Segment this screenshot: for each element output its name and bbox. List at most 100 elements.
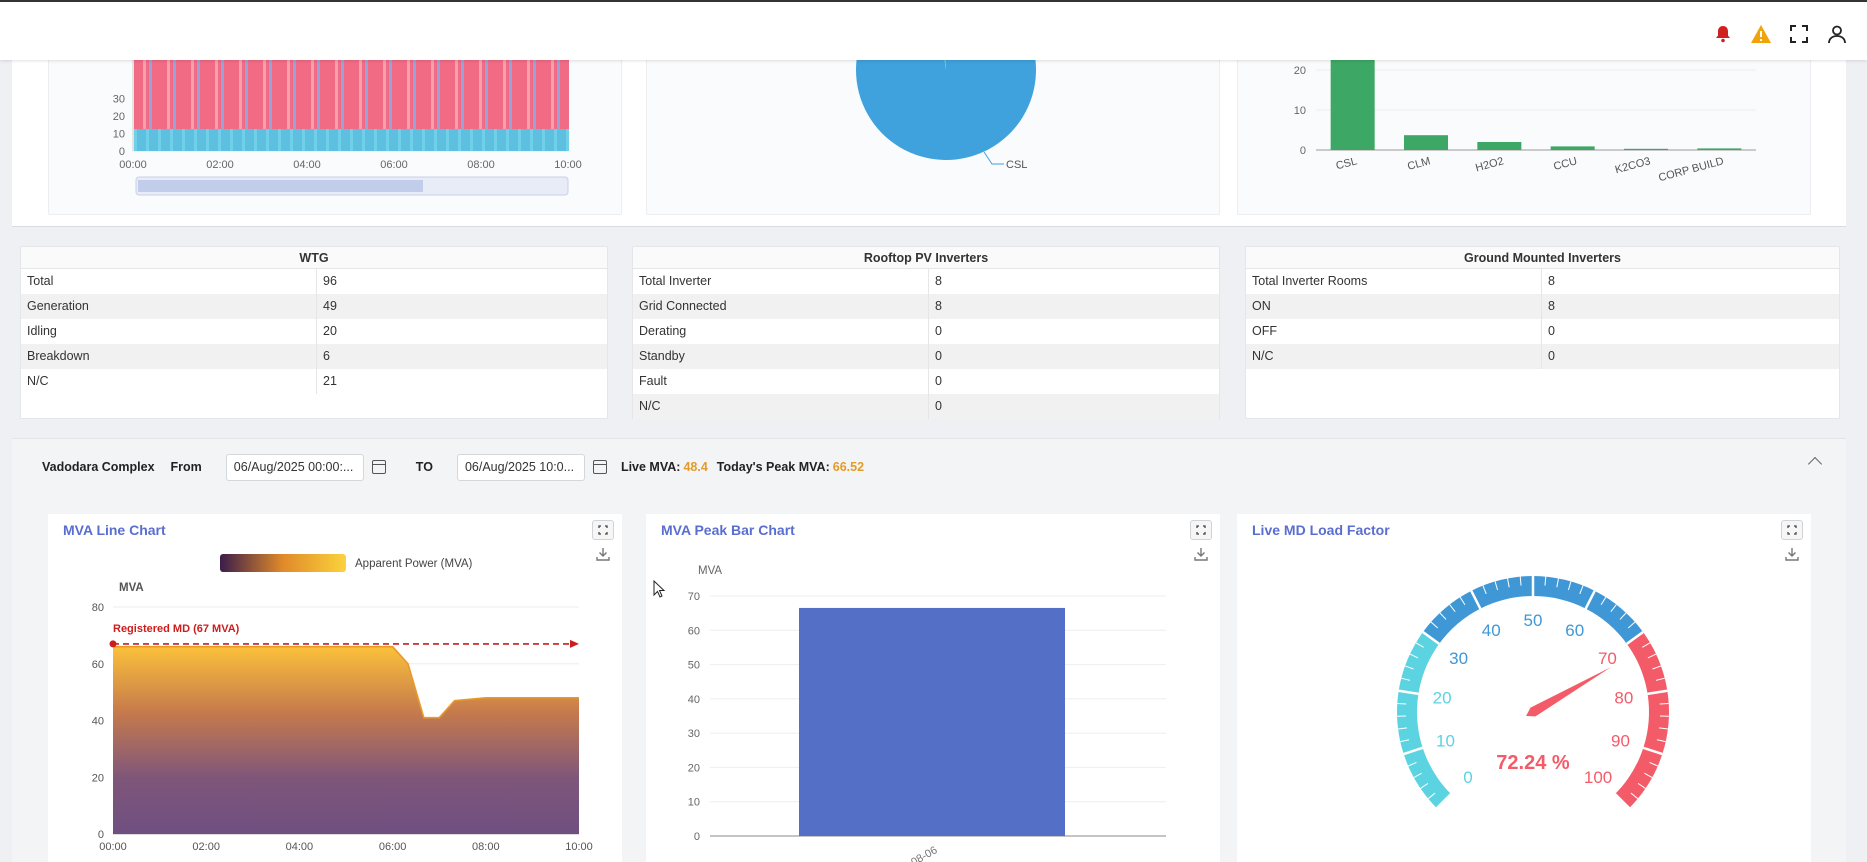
expand-icon[interactable] — [1190, 520, 1212, 540]
data-stripe — [353, 129, 356, 151]
row-label: Total — [21, 269, 317, 294]
row-label: Derating — [633, 319, 929, 344]
x-tick-label: 08:00 — [467, 159, 495, 171]
expand-icon[interactable] — [592, 520, 614, 540]
data-stripe — [392, 129, 395, 151]
gauge-tick-label: 70 — [1598, 649, 1617, 668]
calendar-icon[interactable] — [592, 460, 607, 474]
user-icon[interactable] — [1825, 22, 1849, 46]
data-stripe — [203, 129, 206, 151]
x-tick-label: 06:00 — [379, 841, 407, 853]
panel-title: Live MD Load Factor — [1252, 522, 1390, 538]
data-stripe — [308, 51, 311, 129]
warning-icon[interactable] — [1749, 22, 1773, 46]
data-stripe — [155, 129, 158, 151]
download-icon[interactable] — [1784, 546, 1800, 562]
gauge-tick — [1519, 576, 1522, 586]
row-label: Breakdown — [21, 344, 317, 369]
y-tick-label: 0 — [119, 146, 125, 158]
registered-md-point — [109, 640, 117, 648]
gauge-tick — [1644, 772, 1653, 778]
data-stripe — [158, 129, 161, 151]
data-stripe — [326, 129, 329, 151]
data-stripe — [239, 129, 242, 151]
data-stripe — [524, 129, 527, 151]
y-tick-label: 60 — [688, 625, 700, 637]
data-stripe — [458, 129, 461, 151]
data-stripe — [302, 129, 305, 151]
data-stripe — [338, 51, 341, 129]
data-stripe — [515, 129, 518, 151]
row-value: 0 — [935, 324, 942, 338]
mva-peak-bar-chart: MVA 0 10 20 30 40 50 60 70 25-08-06 — [688, 565, 1166, 862]
data-stripe — [353, 51, 356, 129]
gauge-tick — [1647, 689, 1668, 696]
data-stripe — [134, 51, 137, 129]
data-stripe — [314, 129, 317, 151]
data-stripe — [239, 51, 242, 129]
live-mva-value: 48.4 — [683, 460, 708, 474]
gauge-tick-label: 50 — [1524, 611, 1543, 630]
y-tick-label: 40 — [92, 716, 104, 728]
download-icon[interactable] — [595, 546, 611, 562]
gauge-tick — [1494, 581, 1499, 591]
top-bar-icons — [1711, 22, 1849, 46]
data-stripe — [455, 51, 458, 129]
data-stripe — [212, 51, 215, 129]
data-stripe — [191, 51, 194, 129]
data-stripe — [404, 51, 407, 129]
expand-icon[interactable] — [1781, 520, 1803, 540]
gauge-tick — [1482, 585, 1487, 595]
data-stripe — [401, 129, 404, 151]
table-row: Fault 0 — [633, 369, 1219, 394]
data-stripe — [308, 129, 311, 151]
load-factor-gauge: 0 10 20 30 40 50 60 70 80 90 100 72.24 % — [1397, 576, 1669, 810]
data-stripe — [485, 51, 488, 129]
data-stripe — [407, 129, 410, 151]
y-tick-label: 10 — [1294, 105, 1306, 117]
data-stripe — [416, 51, 419, 129]
table-row: Idling 20 — [21, 319, 607, 344]
x-tick-label: 02:00 — [206, 159, 234, 171]
from-date-input[interactable]: 06/Aug/2025 00:00:... — [225, 453, 364, 481]
data-stripe — [143, 129, 146, 151]
table-row: OFF 0 — [1246, 319, 1839, 344]
data-stripe — [377, 51, 380, 129]
data-stripe — [194, 51, 197, 129]
table-row: ON 8 — [1246, 294, 1839, 319]
data-stripe — [530, 129, 533, 151]
peak-mva-label: Today's Peak MVA: — [716, 460, 830, 474]
data-stripe — [527, 51, 530, 129]
data-stripe — [506, 51, 509, 129]
collapse-chevron-icon[interactable] — [1807, 456, 1823, 472]
data-stripe — [563, 129, 566, 151]
table-row: Generation 49 — [21, 294, 607, 319]
to-date-input[interactable]: 06/Aug/2025 10:0... — [456, 453, 585, 481]
data-stripe — [245, 129, 248, 151]
gauge-tick — [1652, 665, 1662, 670]
data-stripe — [329, 51, 332, 129]
data-stripe — [275, 51, 278, 129]
pie-chart-card: CSL — [646, 0, 1220, 215]
data-stripe — [311, 51, 314, 129]
calendar-icon[interactable] — [371, 460, 386, 474]
data-stripe — [332, 129, 335, 151]
data-stripe — [506, 129, 509, 151]
panel-title: MVA Line Chart — [63, 522, 166, 538]
data-stripe — [491, 129, 494, 151]
gauge-band — [1422, 576, 1644, 644]
data-stripe — [446, 129, 449, 151]
y-tick-label: 20 — [1294, 65, 1306, 77]
gauge-tick — [1658, 727, 1668, 730]
data-stripe — [206, 129, 209, 151]
fullscreen-icon[interactable] — [1787, 22, 1811, 46]
data-stripe — [470, 51, 473, 129]
bar — [799, 607, 1065, 836]
data-stripe — [290, 51, 293, 129]
download-icon[interactable] — [1193, 546, 1209, 562]
data-stripe — [560, 51, 563, 129]
bell-icon[interactable] — [1711, 22, 1735, 46]
data-stripe — [398, 129, 401, 151]
data-stripe — [332, 51, 335, 129]
gauge-tick — [1415, 642, 1424, 648]
